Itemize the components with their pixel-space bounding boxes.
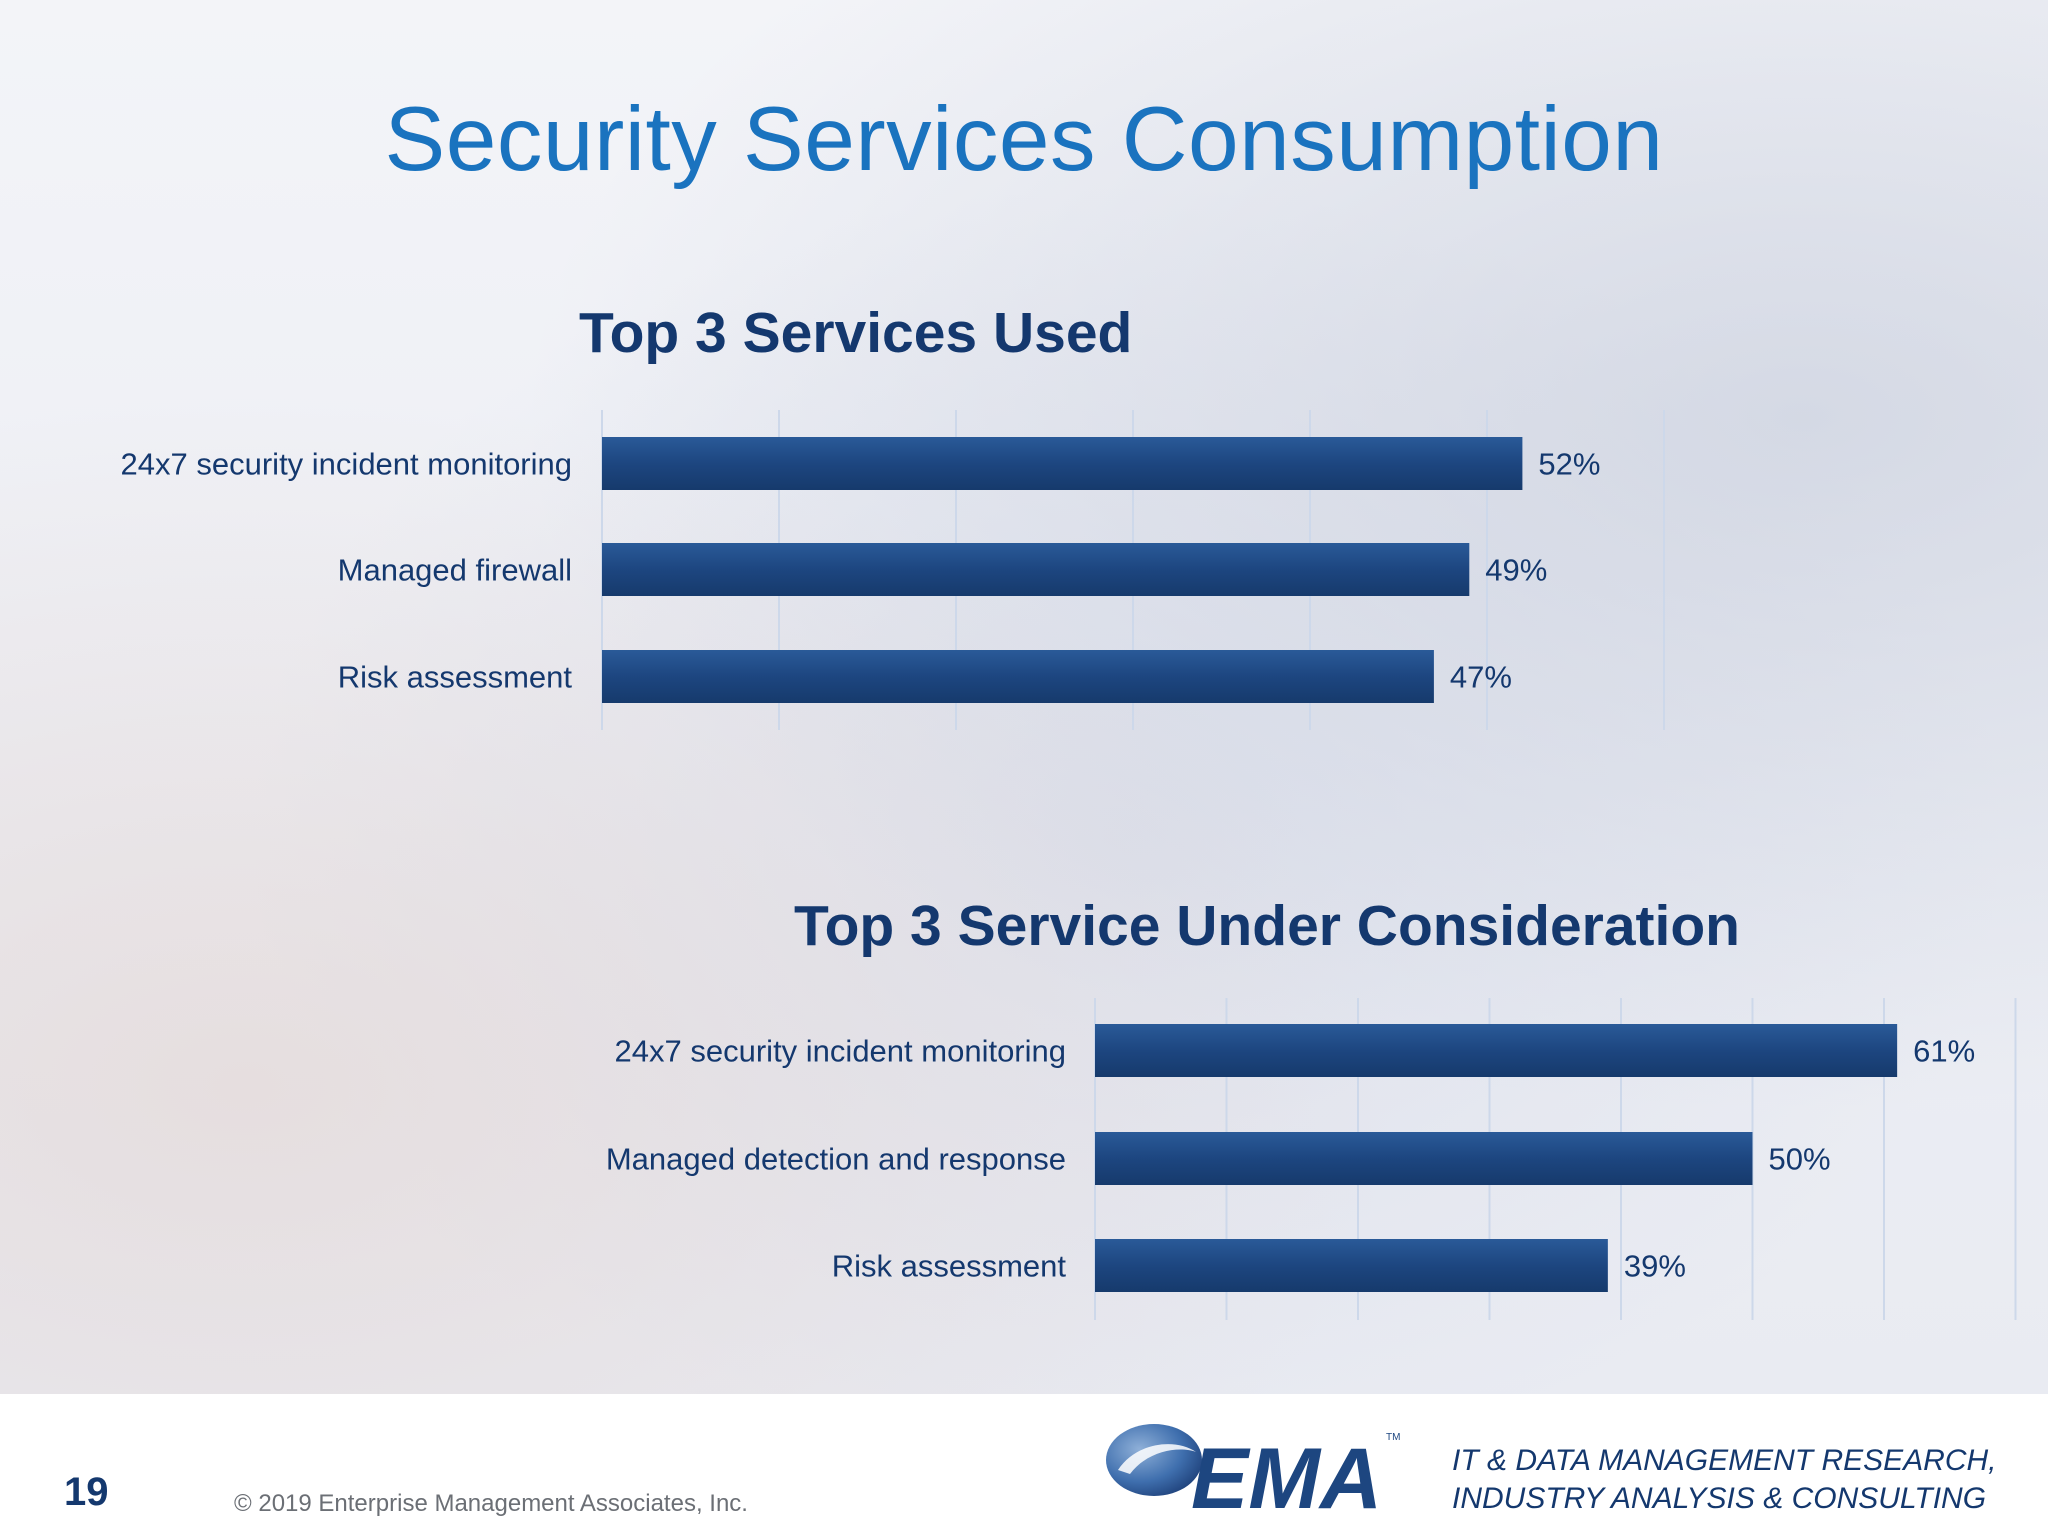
logo-trademark: TM [1386, 1432, 1400, 1443]
slide-title: Security Services Consumption [384, 89, 1664, 190]
value-label: 47% [1450, 660, 1512, 695]
category-label: Risk assessment [338, 660, 573, 695]
chart-title-under-consideration: Top 3 Service Under Consideration [794, 894, 1740, 958]
footer [0, 1394, 2048, 1536]
bar [602, 543, 1470, 596]
chart-title-services-used: Top 3 Services Used [579, 301, 1133, 365]
bar [1095, 1239, 1608, 1292]
globe-icon [1106, 1424, 1202, 1496]
tagline: IT & DATA MANAGEMENT RESEARCH, INDUSTRY … [1452, 1442, 1997, 1518]
bar [1095, 1132, 1753, 1185]
category-label: Risk assessment [832, 1249, 1067, 1284]
ema-logo: EMA TM [1106, 1424, 1400, 1522]
chart-under-consideration: 24x7 security incident monitoring 61% Mana… [606, 998, 2017, 1320]
category-label: Managed firewall [338, 553, 572, 588]
value-label: 52% [1538, 447, 1600, 482]
bar [602, 650, 1434, 703]
category-label: Managed detection and response [606, 1142, 1066, 1177]
logo-wordmark: EMA [1191, 1431, 1382, 1522]
tagline-line-1: IT & DATA MANAGEMENT RESEARCH, [1452, 1444, 1997, 1477]
page-number: 19 [64, 1470, 109, 1514]
value-label: 49% [1485, 553, 1547, 588]
copyright-text: © 2019 Enterprise Management Associates,… [234, 1490, 748, 1517]
tagline-line-2: INDUSTRY ANALYSIS & CONSULTING [1452, 1482, 1987, 1515]
bar [602, 437, 1523, 490]
bar-charts: 24x7 security incident monitoring 52% Mana… [121, 410, 2017, 1320]
bar [1095, 1024, 1898, 1077]
category-label: 24x7 security incident monitoring [121, 447, 572, 482]
chart-services-used: 24x7 security incident monitoring 52% Mana… [121, 410, 1665, 730]
category-label: 24x7 security incident monitoring [615, 1034, 1066, 1069]
value-label: 50% [1769, 1142, 1831, 1177]
value-label: 39% [1624, 1249, 1686, 1284]
value-label: 61% [1913, 1034, 1975, 1069]
